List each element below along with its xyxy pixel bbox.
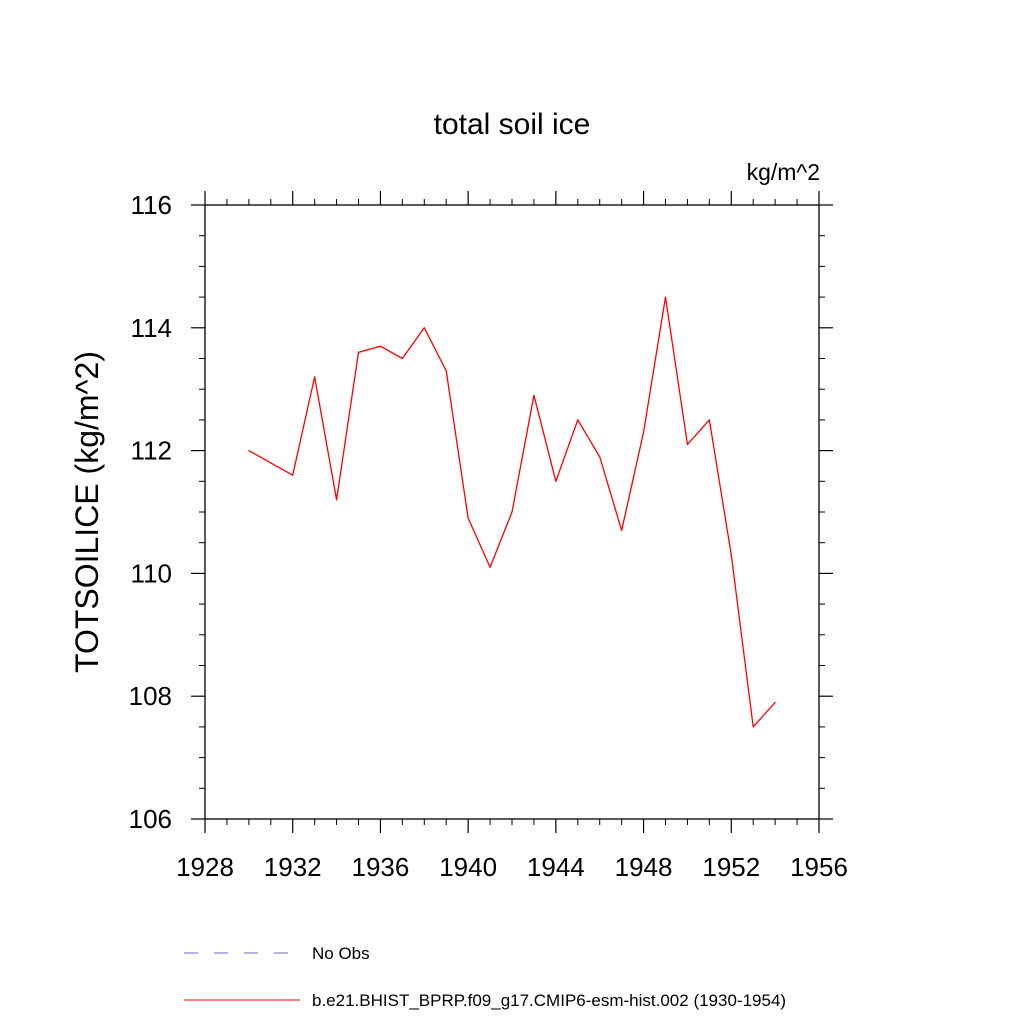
data-point	[511, 511, 513, 513]
data-point	[708, 419, 710, 421]
units-label: kg/m^2	[747, 159, 820, 185]
x-tick-label: 1928	[176, 852, 234, 882]
data-point	[489, 566, 491, 568]
data-point	[599, 456, 601, 458]
legend-label-1: b.e21.BHIST_BPRP.f09_g17.CMIP6-esm-hist.…	[312, 991, 786, 1010]
y-tick-label: 112	[131, 436, 172, 466]
x-tick-label: 1956	[790, 852, 848, 882]
axis-ticks	[191, 191, 833, 833]
data-point	[248, 450, 250, 452]
y-tick-label: 106	[129, 804, 172, 834]
data-point	[467, 517, 469, 519]
data-point	[357, 351, 360, 353]
data-point	[555, 480, 557, 482]
chart-title: total soil ice	[434, 108, 591, 141]
data-point	[577, 419, 579, 421]
plot-frame	[204, 204, 820, 820]
y-tick-label: 110	[131, 558, 172, 588]
data-point	[379, 345, 382, 347]
x-tick-label: 1940	[439, 852, 497, 882]
x-tick-label: 1936	[352, 852, 410, 882]
data-point	[664, 296, 667, 298]
data-point	[752, 726, 754, 728]
x-tick-label: 1952	[702, 852, 760, 882]
legend-label-0: No Obs	[312, 944, 370, 963]
data-point	[774, 701, 776, 703]
x-tick-label: 1948	[615, 852, 673, 882]
data-point	[292, 474, 294, 476]
y-tick-labels: 106 108 110 112 114 116	[129, 190, 172, 834]
data-point	[533, 394, 535, 396]
data-point	[270, 462, 272, 464]
data-point	[621, 529, 623, 532]
x-tick-label: 1932	[264, 852, 322, 882]
x-tick-label: 1944	[527, 852, 585, 882]
data-point	[730, 554, 732, 556]
y-tick-label: 114	[131, 313, 172, 343]
y-tick-label: 116	[131, 190, 172, 220]
x-tick-labels: 1928 1932 1936 1940 1944 1948 1952 1956	[176, 852, 848, 882]
data-point	[686, 443, 689, 446]
data-point	[445, 370, 447, 372]
data-point	[423, 327, 425, 329]
legend: No Obs b.e21.BHIST_BPRP.f09_g17.CMIP6-esm…	[184, 944, 786, 1010]
data-point	[335, 499, 338, 501]
data-point	[642, 431, 645, 433]
series-layer	[248, 296, 776, 728]
data-point	[401, 357, 403, 360]
y-tick-label: 108	[129, 681, 172, 711]
y-axis-label: TOTSOILICE (kg/m^2)	[69, 351, 105, 673]
data-point	[314, 376, 316, 378]
